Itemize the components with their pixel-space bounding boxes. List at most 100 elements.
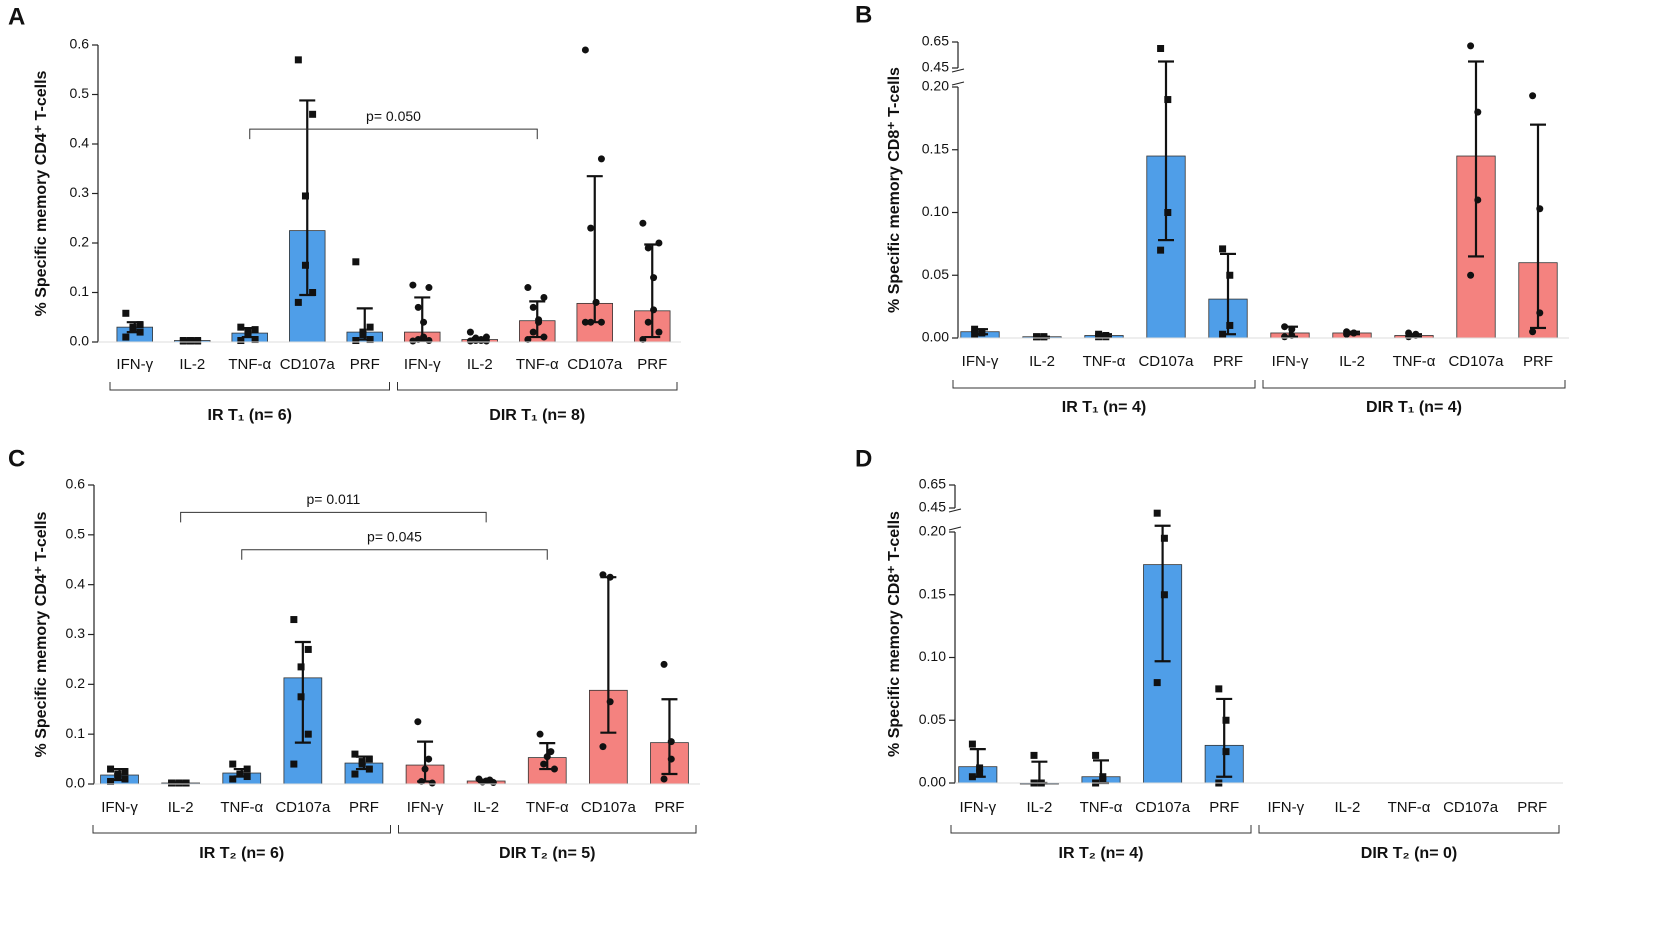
data-point [1099, 776, 1107, 784]
x-tick-label: PRF [637, 356, 667, 373]
y-tick-label: 0.0 [70, 333, 90, 349]
data-point [650, 274, 658, 282]
data-point [536, 730, 544, 738]
data-point [182, 779, 190, 787]
x-tick-label: IL-2 [1339, 353, 1365, 370]
x-tick-label: IFN-γ [116, 356, 153, 373]
x-tick-label: CD107a [581, 799, 637, 816]
x-tick-label: TNF-α [1080, 799, 1123, 816]
data-point [547, 748, 555, 756]
data-point [136, 321, 144, 329]
x-tick-label: TNF-α [526, 799, 569, 816]
data-point [968, 740, 976, 748]
data-point [1467, 42, 1475, 50]
data-point [1288, 325, 1296, 333]
data-point [417, 778, 425, 786]
data-point [644, 318, 652, 326]
data-point [599, 743, 607, 751]
group-label: IR T₂ (n= 6) [199, 845, 284, 862]
data-point [1474, 108, 1482, 116]
y-tick-label: 0.2 [66, 675, 86, 691]
data-point [1102, 333, 1110, 341]
data-point [425, 284, 433, 292]
y-tick-label: 0.1 [66, 725, 86, 741]
data-point [237, 337, 245, 345]
x-tick-label: PRF [654, 799, 684, 816]
data-point [581, 318, 589, 326]
y-tick-label: 0.10 [919, 648, 946, 664]
x-tick-label: TNF-α [220, 799, 263, 816]
data-point [1226, 271, 1234, 279]
data-point [309, 110, 317, 118]
y-tick-label: 0.20 [922, 78, 949, 94]
data-point [592, 298, 600, 306]
axis-break [948, 508, 962, 513]
y-tick-label: 0.05 [919, 711, 946, 727]
panel-letter: B [855, 1, 872, 28]
data-point [107, 778, 115, 786]
x-tick-label: IFN-γ [404, 356, 441, 373]
x-tick-label: PRF [1209, 799, 1239, 816]
data-point [529, 303, 537, 311]
data-point [1157, 45, 1165, 52]
data-point [290, 616, 298, 624]
data-point [1153, 509, 1161, 517]
x-tick-label: IL-2 [168, 799, 194, 816]
y-tick-label: 0.2 [70, 234, 90, 250]
data-point [535, 318, 543, 326]
data-point [421, 765, 429, 773]
y-tick-label: 0.45 [919, 499, 946, 515]
data-point [1281, 323, 1289, 331]
data-point [524, 336, 532, 344]
data-point [122, 333, 130, 341]
significance-bracket [241, 549, 548, 560]
data-point [639, 219, 647, 227]
group-bracket [952, 380, 1256, 389]
data-point [251, 326, 259, 334]
y-tick-label: 0.65 [922, 33, 949, 49]
data-point [1099, 773, 1107, 781]
x-tick-label: CD107a [1443, 799, 1499, 816]
data-point [1467, 271, 1475, 279]
data-point [301, 261, 309, 269]
data-point [667, 738, 675, 746]
data-point [114, 773, 122, 781]
x-tick-label: IL-2 [179, 356, 205, 373]
data-point [540, 293, 548, 301]
panel-letter: A [8, 3, 25, 30]
data-point [597, 155, 605, 163]
data-point [366, 336, 374, 344]
y-tick-label: 0.00 [919, 774, 946, 790]
data-point [309, 289, 317, 296]
data-point [428, 779, 436, 787]
group-label: DIR T₂ (n= 5) [499, 845, 595, 862]
data-point [294, 56, 302, 64]
data-point [420, 333, 428, 341]
group-bracket [950, 825, 1252, 834]
p-value: p= 0.011 [306, 491, 360, 507]
data-point [1219, 330, 1227, 338]
data-point [524, 284, 532, 292]
y-tick-label: 0.15 [922, 140, 949, 156]
data-point [409, 337, 417, 345]
data-point [1350, 329, 1358, 337]
group-bracket [1262, 380, 1566, 389]
x-tick-label: IL-2 [1334, 799, 1360, 816]
data-point [304, 730, 312, 738]
x-tick-label: IFN-γ [101, 799, 138, 816]
data-point [599, 571, 607, 579]
x-tick-label: CD107a [567, 356, 623, 373]
data-point [351, 770, 359, 778]
data-point [1160, 534, 1168, 542]
y-axis-label: % Specific memory CD4⁺ T-cells [33, 70, 50, 316]
data-point [606, 698, 614, 706]
data-point [540, 333, 548, 341]
panel-letter: D [855, 445, 872, 472]
data-point [1030, 751, 1038, 759]
data-point [466, 337, 474, 345]
data-point [1536, 309, 1544, 317]
data-point [1215, 685, 1223, 693]
data-point [1474, 196, 1482, 204]
y-tick-label: 0.1 [70, 283, 90, 299]
